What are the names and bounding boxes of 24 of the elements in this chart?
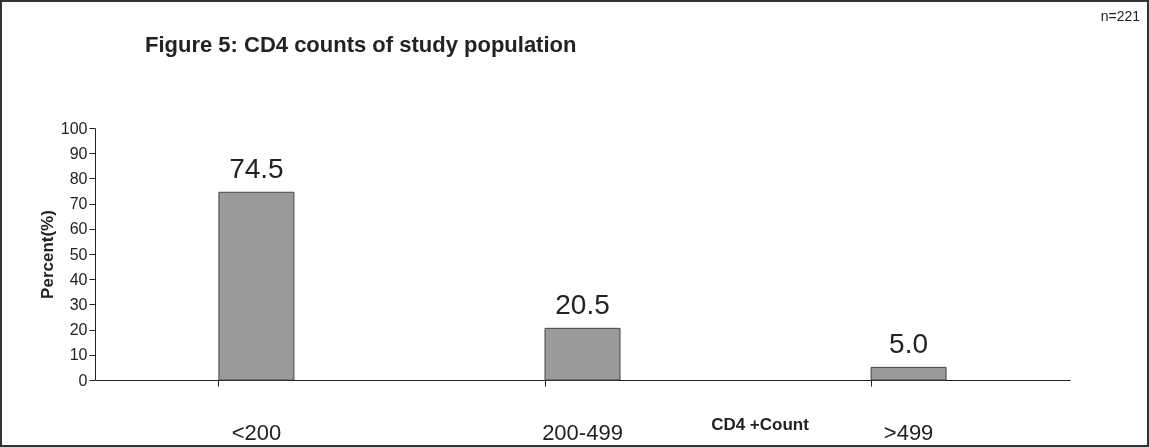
y-tick-label: 30 [69, 295, 88, 313]
y-tick-label: 60 [69, 220, 88, 238]
bar [870, 366, 947, 381]
x-axis-title: CD4 +Count [711, 415, 810, 434]
bar [544, 327, 621, 381]
y-tick-label: 0 [78, 371, 88, 389]
x-tick-label: 200-499 [542, 419, 623, 445]
x-tick-label: >499 [883, 419, 934, 445]
y-tick-label: 20 [69, 321, 88, 339]
data-label: 5.0 [889, 328, 929, 360]
y-tick-label: 90 [69, 144, 88, 162]
data-label: 74.5 [229, 153, 284, 185]
y-tick-label: 80 [69, 169, 88, 187]
y-tick-label: 40 [69, 270, 88, 288]
y-tick-label: 10 [69, 346, 88, 364]
y-tick-label: 100 [60, 119, 88, 137]
bar [218, 191, 295, 381]
y-tick-label: 50 [69, 245, 88, 263]
chart-title: Figure 5: CD4 counts of study population [145, 32, 577, 57]
y-axis-title: Percent(%) [37, 210, 57, 299]
y-tick-label: 70 [69, 195, 88, 213]
x-tick-label: <200 [231, 419, 282, 445]
data-label: 20.5 [555, 289, 610, 321]
text: n=221 [1100, 8, 1141, 24]
